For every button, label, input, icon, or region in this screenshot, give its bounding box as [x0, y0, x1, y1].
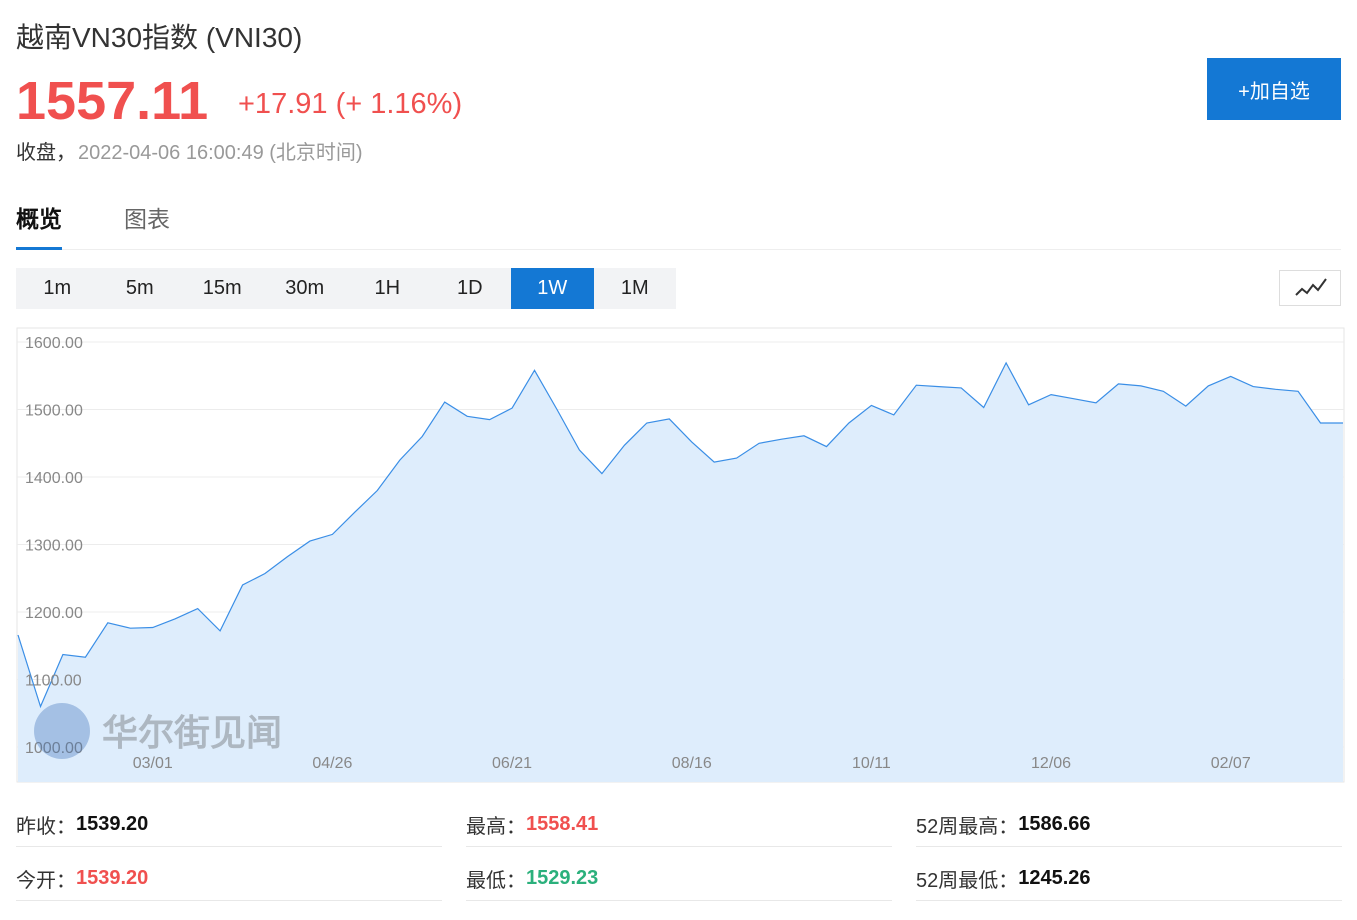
- chart-style-button[interactable]: [1279, 270, 1341, 306]
- interval-button[interactable]: 5m: [125, 277, 154, 299]
- x-tick-label: 04/26: [312, 755, 352, 772]
- x-tick-label: 10/11: [852, 755, 891, 772]
- line-icon: [1295, 278, 1327, 296]
- interval-button[interactable]: 15m: [202, 277, 242, 299]
- stat-value: 1245.26: [1018, 866, 1091, 889]
- line: [17, 361, 1343, 709]
- stat-value: 1558.41: [526, 812, 599, 835]
- stat-item: 昨收： 1539.20: [16, 802, 442, 847]
- tab-bar: 概览 图表: [16, 200, 1341, 250]
- y-tick-label: 1200.00: [25, 605, 83, 622]
- stat-value: 1539.20: [76, 866, 149, 889]
- watermark-text: 华尔街见闻: [102, 712, 282, 753]
- stat-item: 最高： 1558.41: [466, 802, 892, 847]
- x-tick-label: 03/01: [133, 755, 173, 772]
- watermark-logo: [34, 703, 90, 759]
- y-tick-label: 1500.00: [25, 403, 83, 420]
- stat-label: 最低：: [466, 869, 526, 892]
- stat-item: 今开： 1539.20: [16, 856, 442, 901]
- chart: 1000.00 1100.00 1200.00 1300.00 1400.00 1500.…: [16, 327, 1345, 783]
- interval-button[interactable]: 1W: [511, 268, 594, 309]
- interval-bar: 1m 5m 15m 30m 1H 1D 1W 1M: [16, 268, 676, 309]
- stat-value: 1529.23: [526, 866, 599, 889]
- price-change: +17.91 (+ 1.16%): [238, 88, 463, 120]
- stat-value: 1586.66: [1018, 812, 1091, 835]
- tab[interactable]: 概览: [16, 200, 62, 250]
- stat-label: 今开：: [16, 869, 76, 892]
- interval-button[interactable]: 1H: [374, 277, 401, 299]
- stat-item: 最低： 1529.23: [466, 856, 892, 901]
- stat-value: 1539.20: [76, 812, 149, 835]
- stat-label: 52周最低：: [916, 869, 1019, 892]
- timestamp: 2022-04-06 16:00:49 (北京时间): [78, 142, 363, 164]
- y-tick-label: 1000.00: [25, 740, 83, 757]
- watermark: 华尔街见闻: [34, 703, 282, 759]
- area: [18, 362, 1343, 782]
- title: 越南VN30指数 (VNI30): [16, 22, 303, 53]
- interval-button[interactable]: 1D: [456, 277, 483, 299]
- x-tick-label: 02/07: [1211, 755, 1251, 772]
- interval-button[interactable]: 1M: [620, 277, 649, 299]
- interval-button[interactable]: 1m: [43, 277, 72, 299]
- x-tick-label: 12/06: [1031, 755, 1071, 772]
- add-watchlist-button[interactable]: +加自选: [1207, 58, 1341, 120]
- interval-button[interactable]: 30m: [285, 277, 325, 299]
- y-tick-label: 1100.00: [25, 673, 82, 690]
- stat-label: 最高：: [466, 815, 526, 838]
- stat-label: 昨收：: [16, 815, 76, 838]
- market-status: 收盘，: [16, 142, 76, 164]
- x-tick-label: 08/16: [672, 755, 712, 772]
- y-tick-label: 1300.00: [25, 538, 83, 555]
- x-tick-label: 06/21: [492, 755, 532, 772]
- y-tick-label: 1600.00: [25, 335, 83, 352]
- stat-item: 52周最高： 1586.66: [916, 802, 1342, 847]
- y-tick-label: 1400.00: [25, 470, 83, 487]
- tab[interactable]: 图表: [124, 206, 170, 232]
- stat-label: 52周最高：: [916, 815, 1019, 838]
- price: 1557.11: [16, 71, 209, 131]
- stat-item: 52周最低： 1245.26: [916, 856, 1342, 901]
